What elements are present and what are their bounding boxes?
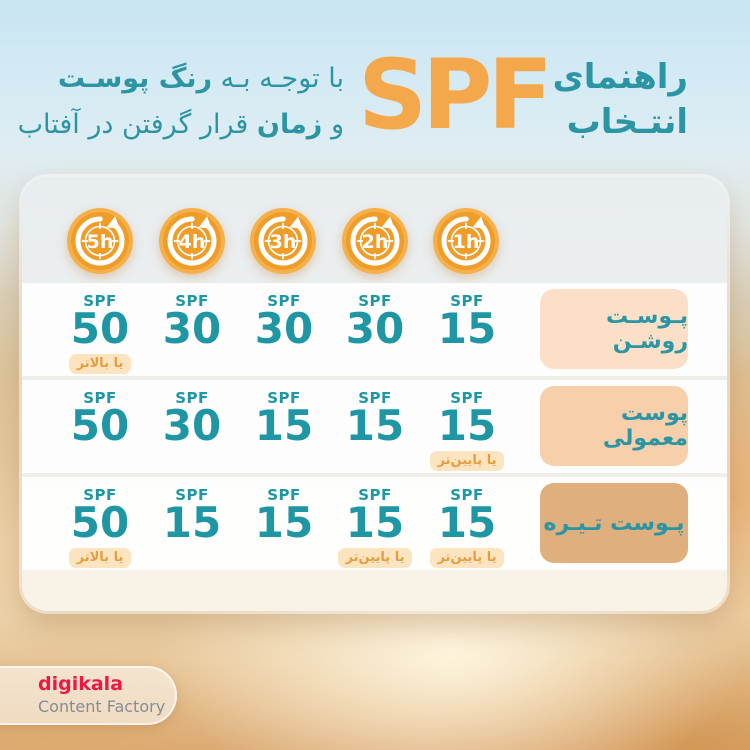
- subtitle-text: با توجـه بـه: [220, 63, 344, 94]
- spf-note-badge: یا پایین‌تر: [429, 547, 505, 568]
- clock-1h-icon: 1h: [433, 208, 499, 274]
- spf-cell: SPF 15: [238, 389, 330, 448]
- clock-label: 3h: [270, 231, 297, 253]
- spf-label: SPF: [358, 292, 392, 310]
- clock-label: 1h: [453, 231, 480, 253]
- spf-value: 15: [345, 498, 405, 547]
- spf-value: 15: [345, 401, 405, 450]
- spf-cell: SPF 30: [146, 389, 238, 448]
- spf-label: SPF: [358, 389, 392, 407]
- spf-value: 15: [437, 304, 497, 353]
- clock-label: 5h: [87, 231, 114, 253]
- subtitle-line-1: با توجـه بـه رنگ پوسـت: [18, 56, 344, 102]
- table-row-normal-skin: SPF 50 SPF 30 SPF 15 SPF 15 SPF 15: [22, 380, 727, 473]
- spf-cell: SPF 30: [146, 292, 238, 351]
- spf-cell: SPF 15 یا پایین‌تر: [329, 486, 421, 568]
- skin-type-badge-light: پـوسـت روشـن: [540, 289, 688, 369]
- subtitle-text: قرار گرفتن در آفتاب: [17, 109, 249, 140]
- spf-value: 15: [437, 401, 497, 450]
- spf-cell: SPF 30: [238, 292, 330, 351]
- spf-label: SPF: [83, 292, 117, 310]
- spf-value: 30: [345, 304, 405, 353]
- clock-3h-icon: 3h: [250, 208, 316, 274]
- spf-label: SPF: [83, 486, 117, 504]
- spf-table-card: 5h 4h 3h 2h: [22, 177, 727, 611]
- spf-value: 15: [254, 498, 314, 547]
- brand-logo: digikala: [38, 673, 124, 695]
- spf-note-badge: یا پایین‌تر: [337, 547, 413, 568]
- skin-type-badge-dark: پـوست تـیـره: [540, 483, 688, 563]
- spf-value: 50: [70, 304, 130, 353]
- page-title-line-1: راهنمای: [552, 57, 688, 97]
- clock-4h-icon: 4h: [159, 208, 225, 274]
- spf-label: SPF: [450, 292, 484, 310]
- spf-cell: SPF 50 یا بالاتر: [54, 292, 146, 374]
- spf-value: 30: [162, 304, 222, 353]
- spf-value: 50: [70, 401, 130, 450]
- skin-type-badge-normal: پوست معمولی: [540, 386, 688, 466]
- spf-label: SPF: [358, 486, 392, 504]
- spf-label: SPF: [267, 486, 301, 504]
- page-title: راهنمای انتـخاب: [553, 55, 688, 145]
- brand-pill: digikala Content Factory: [0, 666, 177, 725]
- spf-cell: SPF 15 یا پایین‌تر: [421, 389, 513, 471]
- spf-cell: SPF 15: [146, 486, 238, 545]
- spf-label: SPF: [175, 292, 209, 310]
- clock-5h-icon: 5h: [67, 208, 133, 274]
- spf-label: SPF: [175, 389, 209, 407]
- spf-cell: SPF 50 یا بالاتر: [54, 486, 146, 568]
- spf-value: 15: [254, 401, 314, 450]
- table-row-light-skin: SPF 50 یا بالاتر SPF 30 SPF 30 SPF 30 SP…: [22, 283, 727, 376]
- spf-value: 50: [70, 498, 130, 547]
- spf-label: SPF: [175, 486, 209, 504]
- spf-label: SPF: [450, 389, 484, 407]
- spf-cell: SPF 30: [329, 292, 421, 351]
- spf-cell: SPF 15: [329, 389, 421, 448]
- spf-label: SPF: [450, 486, 484, 504]
- brand-division: Content Factory: [38, 697, 166, 716]
- spf-cell: SPF 50: [54, 389, 146, 448]
- spf-note-badge: یا بالاتر: [68, 547, 132, 568]
- spf-label: SPF: [267, 292, 301, 310]
- spf-cell: SPF 15: [238, 486, 330, 545]
- spf-value: 30: [162, 401, 222, 450]
- spf-value: 15: [162, 498, 222, 547]
- subtitle-text: و: [330, 109, 344, 140]
- clock-2h-icon: 2h: [342, 208, 408, 274]
- clock-label: 2h: [362, 231, 389, 253]
- page-subtitle: با توجـه بـه رنگ پوسـت و زمان قرار گرفتن…: [18, 56, 344, 148]
- page-title-line-2: انتـخاب: [566, 102, 688, 142]
- spf-value: 15: [437, 498, 497, 547]
- spf-logo: SPF: [357, 39, 553, 151]
- spf-label: SPF: [267, 389, 301, 407]
- subtitle-bold-text: زمان: [256, 109, 323, 140]
- spf-cell: SPF 15 یا پایین‌تر: [421, 486, 513, 568]
- table-row-dark-skin: SPF 50 یا بالاتر SPF 15 SPF 15 SPF 15 یا…: [22, 477, 727, 570]
- spf-note-badge: یا پایین‌تر: [429, 450, 505, 471]
- spf-cell: SPF 15: [421, 292, 513, 351]
- subtitle-bold-text: رنگ پوسـت: [57, 63, 213, 94]
- subtitle-line-2: و زمان قرار گرفتن در آفتاب: [18, 102, 344, 148]
- clock-label: 4h: [179, 231, 206, 253]
- spf-note-badge: یا بالاتر: [68, 353, 132, 374]
- spf-label: SPF: [83, 389, 117, 407]
- spf-value: 30: [254, 304, 314, 353]
